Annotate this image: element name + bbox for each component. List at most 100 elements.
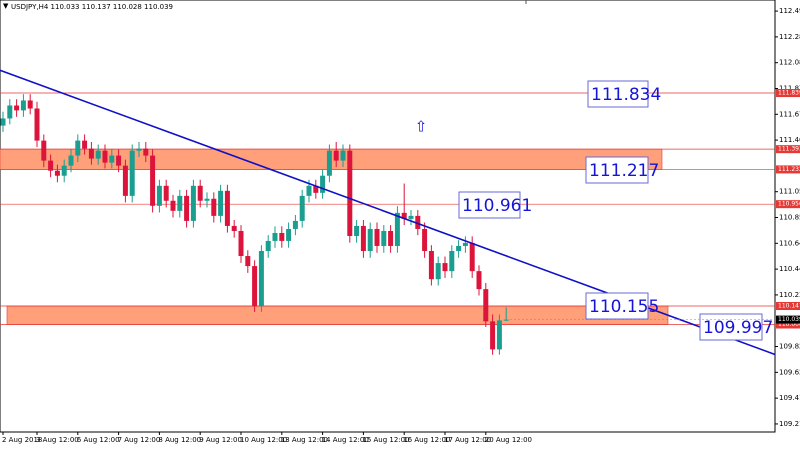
candle-body <box>354 225 360 237</box>
candle-body <box>61 165 67 176</box>
candle-body <box>27 100 33 109</box>
candle-body <box>367 228 373 251</box>
candle-body <box>34 108 40 141</box>
annotation-box <box>585 292 649 320</box>
level-label-bg <box>776 302 800 310</box>
x-tick-label: 20 Aug 12:00 <box>485 436 532 444</box>
candle-body <box>476 271 482 290</box>
y-tick-label: 109.620 <box>779 368 800 376</box>
candle-body <box>177 195 183 211</box>
candle-body <box>109 155 115 163</box>
x-tick-label: 13 Aug 12:00 <box>281 436 328 444</box>
x-tick-label: 6 Aug 12:00 <box>77 436 120 444</box>
candle-body <box>265 240 271 251</box>
x-tick-label: 14 Aug 12:00 <box>322 436 369 444</box>
candle-body <box>388 230 394 246</box>
candle-body <box>449 250 455 272</box>
candle-body <box>75 140 81 156</box>
zone <box>6 305 669 325</box>
candle-body <box>14 105 20 111</box>
annotation: 111.217 <box>589 161 659 181</box>
annotation-box <box>585 156 649 184</box>
candle-body <box>394 212 400 246</box>
level-label: 110.147 <box>778 303 800 310</box>
y-tick-label: 109.210 <box>779 420 800 428</box>
annotation-box <box>699 313 763 341</box>
candle-body <box>483 289 489 322</box>
y-tick-label: 112.080 <box>779 59 800 67</box>
candle-body <box>184 195 190 221</box>
candle-body <box>496 320 502 350</box>
y-tick-label: 109.825 <box>779 343 800 351</box>
candle-body <box>211 198 217 216</box>
candle-body <box>401 212 407 219</box>
candle-body <box>224 190 230 226</box>
candle-body <box>54 170 60 176</box>
candle-body <box>462 242 468 246</box>
candle-body <box>163 185 169 201</box>
level-label: 110.000 <box>778 321 800 328</box>
candle-body <box>408 215 414 219</box>
annotation: 111.834 <box>591 85 661 105</box>
candle-body <box>313 185 319 193</box>
annotation-box <box>458 191 521 219</box>
candle-body <box>381 230 387 246</box>
level-label: 111.232 <box>778 166 800 173</box>
price-label: 110.039 <box>778 316 800 323</box>
candle-body <box>252 266 258 307</box>
y-tick-label: 110.235 <box>779 291 800 299</box>
candle-body <box>360 225 366 251</box>
candle-body <box>347 150 353 237</box>
candle-body <box>258 250 264 307</box>
x-tick-label: 7 Aug 12:00 <box>118 436 161 444</box>
level-label-bg <box>776 165 800 174</box>
menu-arrow: ▼ <box>3 2 9 10</box>
candle-body <box>279 232 285 241</box>
candle-body <box>231 225 237 231</box>
candle-body <box>422 228 428 251</box>
y-tick-label: 111.465 <box>779 136 800 144</box>
candle-body <box>218 190 224 216</box>
candle-body <box>150 155 156 206</box>
x-tick-label: 9 Aug 12:00 <box>199 436 242 444</box>
candle-body <box>469 242 475 272</box>
candle-body <box>129 150 135 196</box>
candle-body <box>0 118 6 126</box>
candle-body <box>333 150 339 161</box>
candle-body <box>415 215 421 229</box>
x-tick-label: 15 Aug 12:00 <box>362 436 409 444</box>
candle-body <box>374 228 380 246</box>
level-label-bg <box>776 145 800 154</box>
level-label: 111.393 <box>778 146 800 153</box>
x-tick-label: 2 Aug 2018 <box>2 436 42 444</box>
candle-body <box>286 228 292 241</box>
x-tick-label: 17 Aug 12:00 <box>444 436 491 444</box>
x-tick-label: 16 Aug 12:00 <box>403 436 450 444</box>
y-tick-label: 110.440 <box>779 265 800 273</box>
annotation-box <box>587 80 649 108</box>
candle-body <box>490 321 496 350</box>
y-tick-label: 111.875 <box>779 84 800 92</box>
annotation: 109.997 <box>703 318 773 338</box>
candle-body <box>170 200 176 211</box>
candle-body <box>306 185 312 196</box>
y-tick-label: 111.055 <box>779 188 800 196</box>
candle-body <box>442 263 448 272</box>
candle-body <box>245 256 251 267</box>
candle-body <box>48 160 54 171</box>
x-tick-label: 3 Aug 12:00 <box>36 436 79 444</box>
level-label: 111.839 <box>778 90 800 97</box>
x-tick-label: 10 Aug 12:00 <box>240 436 287 444</box>
level-label-bg <box>776 320 800 329</box>
candle-body <box>326 150 332 176</box>
y-tick-label: 109.415 <box>779 394 800 402</box>
candle-body <box>122 165 128 196</box>
candle-body <box>428 250 434 280</box>
candle-body <box>435 263 441 280</box>
candle-body <box>82 140 88 149</box>
candle-body <box>292 220 298 229</box>
price-label-bg <box>776 315 800 324</box>
candle-body <box>68 155 74 166</box>
level-label-bg <box>776 200 800 209</box>
